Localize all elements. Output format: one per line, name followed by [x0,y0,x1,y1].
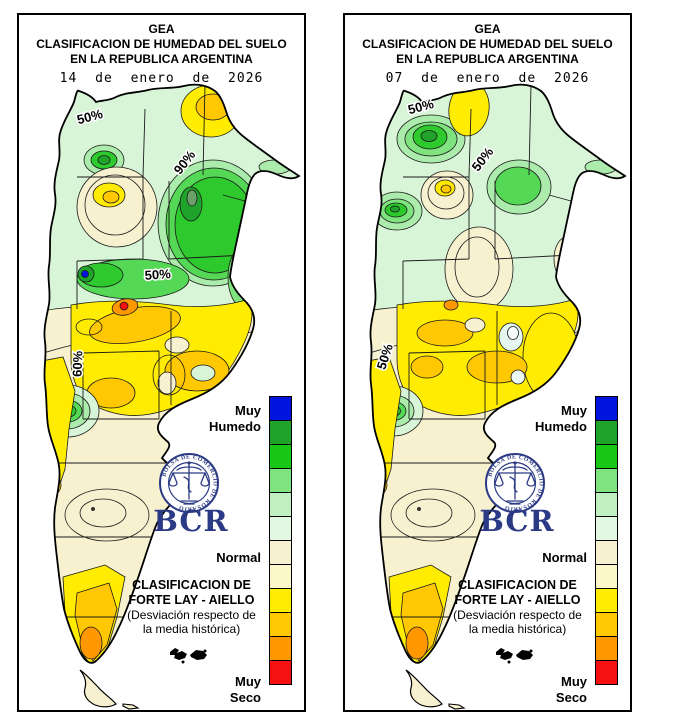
legend-swatch [269,492,292,517]
argentina-map-right: 50% 50% 50% BOLSA DE COMERCIO DE ROSARIO [369,83,627,710]
classification-note-line1: (Desviación respecto de [127,608,256,622]
classification-block: CLASIFICACION DE FORTE LAY - AIELLO (Des… [74,578,304,636]
islet [448,703,466,710]
legend-label-normal: Normal [216,550,261,565]
legend-colorbar [595,396,618,685]
map-panel-right: 50% 50% 50% BOLSA DE COMERCIO DE ROSARIO… [343,13,632,712]
org-acronym-title: GEA [474,22,501,36]
map-title: CLASIFICACION DE HUMEDAD DEL SUELO [362,37,613,51]
contour-label: 50% [144,266,171,283]
legend-swatch [269,636,292,661]
legend-swatch [595,636,618,661]
legend-swatch [595,468,618,493]
classification-block: CLASIFICACION DE FORTE LAY - AIELLO (Des… [400,578,630,636]
map-title: CLASIFICACION DE HUMEDAD DEL SUELO [36,37,287,51]
legend-swatch [595,540,618,565]
legend-label-muy-humedo: Muy Humedo [209,403,261,434]
legend-swatch [269,516,292,541]
scales-icon [494,464,536,505]
legend-swatch [595,444,618,469]
classification-title-line1: CLASIFICACION DE [132,578,251,592]
legend-label-muy-seco: Muy Seco [229,674,261,705]
malvinas-islands-icon [170,648,207,664]
legend-swatch [595,660,618,685]
classification-note-line2: la media histórica) [468,622,567,636]
tierra-del-fuego [79,669,117,708]
legend-swatch [595,516,618,541]
legend-label-muy-seco: Muy Seco [555,674,587,705]
legend-swatch [269,420,292,445]
map-title-block: GEA CLASIFICACION DE HUMEDAD DEL SUELO E… [345,22,630,86]
map-panel-left: 50% 90% 50% 60% BOLSA DE COMERCIO DE ROS… [17,13,306,712]
legend-swatch [595,420,618,445]
islet [122,703,140,710]
classification-note-line2: la media histórica) [142,622,241,636]
classification-note-line1: (Desviación respecto de [453,608,582,622]
classification-title-line1: CLASIFICACION DE [458,578,577,592]
classification-title-line2: FORTE LAY - AIELLO [454,593,581,607]
argentina-map-left: 50% 90% 50% 60% BOLSA DE COMERCIO DE ROS… [43,83,301,710]
bcr-wordmark: BCR [479,504,555,538]
malvinas-islands-icon [496,648,533,664]
scales-icon [168,464,210,505]
map-title-block: GEA CLASIFICACION DE HUMEDAD DEL SUELO E… [19,22,304,86]
legend-swatch [269,540,292,565]
bcr-wordmark: BCR [153,504,229,538]
legend-colorbar [269,396,292,685]
legend-swatch [269,660,292,685]
province-borders [53,84,246,618]
legend-swatch [269,396,292,421]
contour-label: 60% [70,350,86,377]
tierra-del-fuego [405,669,443,708]
legend-swatch [269,468,292,493]
org-acronym-title: GEA [148,22,175,36]
legend-swatch [595,492,618,517]
map-date: 07 de enero de 2026 [385,71,590,86]
map-subtitle: EN LA REPUBLICA ARGENTINA [396,52,579,66]
classification-title-line2: FORTE LAY - AIELLO [128,593,255,607]
legend-label-muy-humedo: Muy Humedo [535,403,587,434]
legend-label-normal: Normal [542,550,587,565]
province-borders [379,84,572,618]
map-subtitle: EN LA REPUBLICA ARGENTINA [70,52,253,66]
map-date: 14 de enero de 2026 [59,71,264,86]
bcr-seal: BOLSA DE COMERCIO DE ROSARIO [159,453,219,513]
legend-swatch [269,444,292,469]
bcr-seal: BOLSA DE COMERCIO DE ROSARIO [485,453,545,513]
legend-swatch [595,396,618,421]
